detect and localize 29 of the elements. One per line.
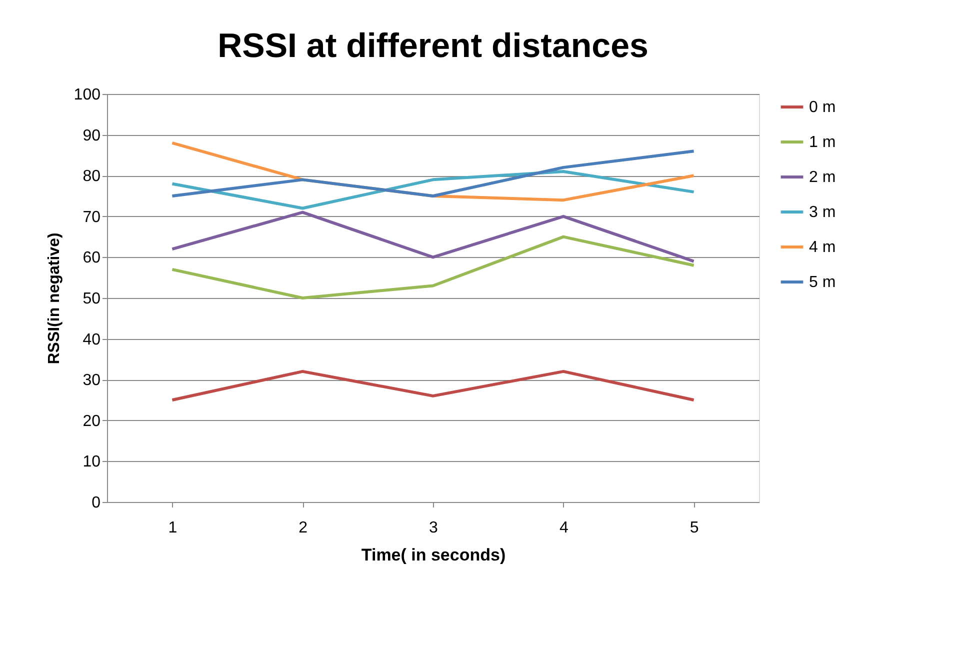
x-tick-label: 5 (690, 520, 699, 536)
y-tick-label: 40 (82, 331, 101, 348)
line-series (170, 150, 696, 198)
legend-label: 0 m (809, 99, 836, 116)
x-tick-label: 1 (168, 520, 178, 536)
x-tick-label: 4 (559, 520, 568, 536)
y-tick-label: 100 (74, 86, 101, 104)
y-tick-label: 60 (82, 250, 101, 267)
y-tick-label: 50 (82, 290, 101, 308)
legend-label: 5 m (809, 274, 836, 291)
line-series (170, 210, 696, 263)
legend-label: 3 m (809, 204, 836, 221)
y-tick-label: 70 (82, 208, 101, 226)
y-tick-label: 30 (82, 372, 101, 390)
line-series (170, 235, 696, 300)
y-tick-label: 10 (82, 454, 101, 471)
y-tick-label: 90 (82, 127, 101, 144)
y-tick-label: 0 (92, 494, 101, 512)
line-series (170, 170, 696, 210)
y-axis-title: RSSI(in negative) (46, 232, 63, 364)
y-tick-label: 80 (82, 168, 101, 186)
y-tick-label: 20 (82, 412, 101, 430)
chart-title: RSSI at different distances (218, 27, 648, 65)
legend-label: 4 m (809, 239, 836, 256)
legend-label: 2 m (809, 169, 836, 186)
legend-label: 1 m (809, 134, 836, 151)
x-tick-label: 3 (429, 520, 438, 536)
x-tick-label: 2 (298, 520, 308, 536)
x-axis-title: Time( in seconds) (361, 546, 506, 564)
